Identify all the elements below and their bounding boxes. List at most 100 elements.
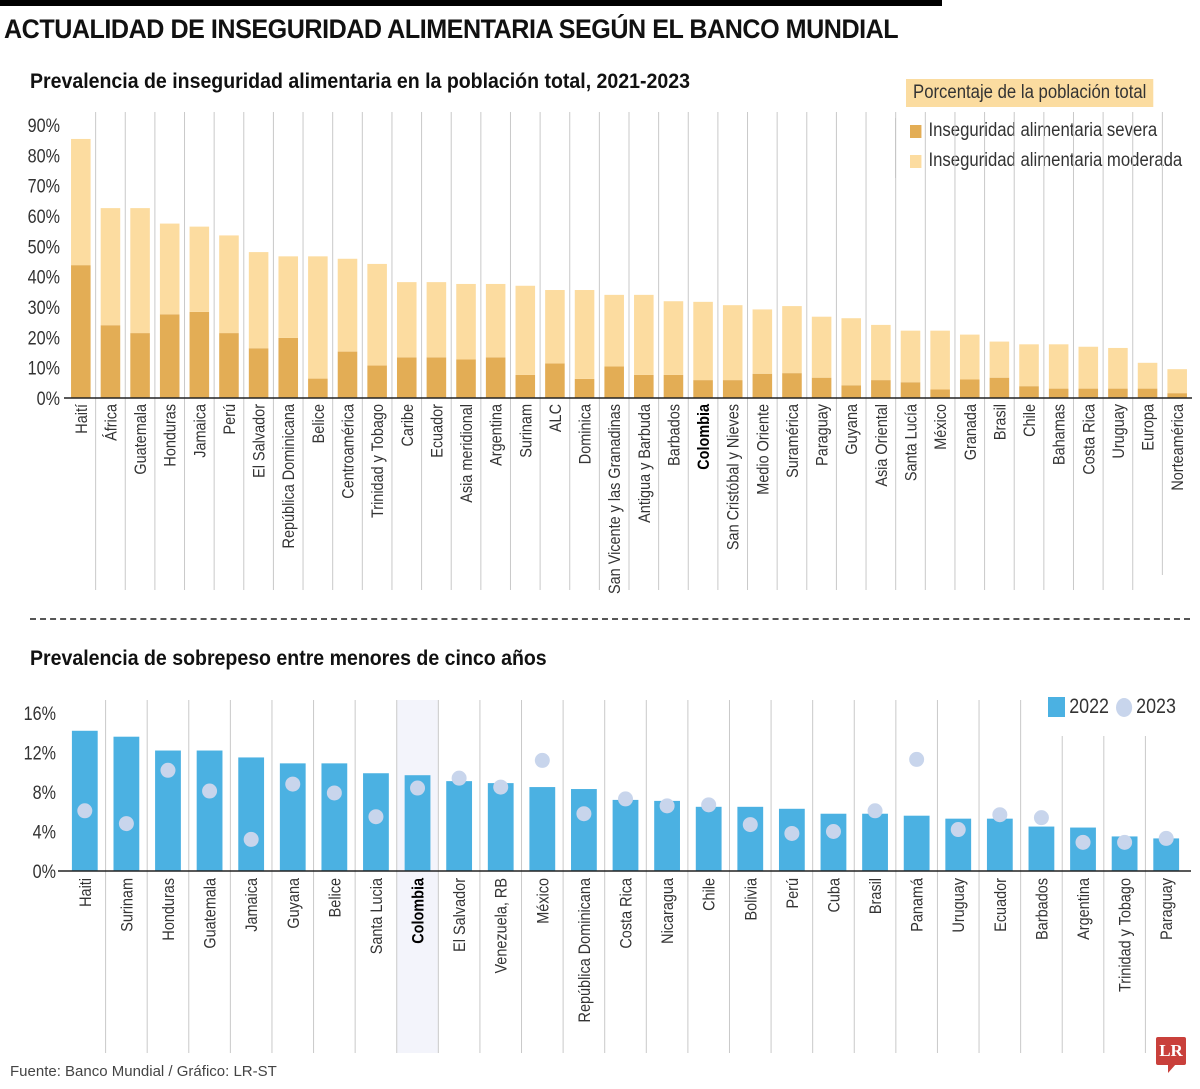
chart1-bar-moderate <box>456 283 476 360</box>
chart1-bar-severe <box>900 382 921 398</box>
chart2-xtick-label: Argentina <box>1075 878 1093 940</box>
chart1-bar-moderate <box>396 282 417 358</box>
chart1-bar-moderate <box>545 290 565 364</box>
chart1-xtick-label: Perú <box>221 404 239 435</box>
chart2-ytick-label: 8% <box>33 782 57 804</box>
chart1-xtick-label: Argentina <box>488 404 506 466</box>
chart2-bar-2022 <box>737 806 764 871</box>
chart2-bar-2022 <box>238 757 265 871</box>
legend-swatch-severe <box>910 124 922 138</box>
chart1-xtick-label: Asia meridional <box>458 404 476 503</box>
chart1-bar-moderate <box>71 138 91 266</box>
chart1-bar-severe <box>515 374 536 398</box>
legend-label-moderate: Inseguridad alimentaria moderada <box>928 150 1183 171</box>
chart1-bar-moderate <box>634 294 654 375</box>
chart1-bar-moderate <box>693 301 713 381</box>
chart2-dot-2023 <box>1075 834 1091 850</box>
chart1-xtick-label: Paraguay <box>814 404 832 466</box>
chart1-xtick-label: San Cristóbal y Nieves <box>725 404 743 550</box>
chart2-bar-2022 <box>612 799 639 871</box>
chart1-bar-severe <box>426 357 447 398</box>
chart2-bar-2022 <box>903 815 930 871</box>
chart1-bar-severe <box>752 373 773 398</box>
chart1-bar-severe <box>574 378 595 398</box>
chart2-dot-2023 <box>909 751 925 767</box>
chart1-bar-moderate <box>930 330 950 390</box>
chart2-bar-2022 <box>986 818 1013 871</box>
chart1-bar-severe <box>1019 386 1039 398</box>
chart1-ytick-label: 0% <box>37 388 61 410</box>
chart1-bar-severe <box>1167 393 1187 398</box>
chart1-bar-moderate <box>278 256 299 338</box>
legend-swatch-2022 <box>1048 697 1065 717</box>
legend-swatch-moderate <box>910 154 922 168</box>
chart1-xtick-label: Guyana <box>843 404 861 455</box>
chart2-xtick-label: Perú <box>784 878 802 909</box>
chart2-bar-2022 <box>321 763 348 871</box>
section-divider <box>30 618 1190 620</box>
chart2-xtick-label: Uruguay <box>950 878 968 933</box>
chart1-xtick-label: Ecuador <box>428 404 446 458</box>
chart1-bar-moderate <box>130 208 150 334</box>
chart2-bar-2022 <box>820 813 847 871</box>
chart1-bar-severe <box>130 333 150 398</box>
chart2-dot-2023 <box>576 806 592 822</box>
source-note: Fuente: Banco Mundial / Gráfico: LR-ST <box>10 1063 277 1080</box>
chart1-xtick-label: Surinam <box>517 404 535 458</box>
chart1-ytick-label: 10% <box>28 357 61 379</box>
legend-label-2022: 2022 <box>1069 695 1109 718</box>
chart1-xtick-label: África <box>100 404 120 441</box>
chart1-bar-moderate <box>900 330 921 383</box>
chart1-ytick-label: 30% <box>28 297 61 319</box>
chart2-dot-2023 <box>451 770 467 786</box>
chart1-ytick-label: 50% <box>28 236 61 258</box>
chart1-xtick-label: Costa Rica <box>1080 404 1098 475</box>
chart1-bar-moderate <box>1167 369 1187 394</box>
chart2-bar-2022 <box>113 736 140 871</box>
chart1-bar-severe <box>634 374 654 398</box>
chart1-ytick-label: 20% <box>28 327 61 349</box>
chart1-bar-moderate <box>219 235 239 334</box>
chart1-bar-moderate <box>1108 347 1128 389</box>
chart1-title: Prevalencia de inseguridad alimentaria e… <box>30 70 690 93</box>
chart2-dot-2023 <box>77 803 93 819</box>
legend-item-severe: Inseguridad alimentaria severa <box>910 120 1157 142</box>
chart2-xtick-label: Cuba <box>825 878 843 913</box>
chart2-xtick-label: El Salvador <box>451 878 469 952</box>
chart2-dot-2023 <box>618 791 633 807</box>
chart1-xtick-label: Chile <box>1021 404 1039 437</box>
chart1-bar-moderate <box>159 223 180 315</box>
chart1-bar-severe <box>71 265 91 398</box>
chart1-xtick-label: Belice <box>310 404 328 444</box>
chart2-xtick-label: Brasil <box>867 878 885 914</box>
chart1-bar-moderate <box>189 226 210 312</box>
chart1-xtick-label: Norteamérica <box>1169 404 1187 491</box>
chart1-xtick-label: Haití <box>73 403 91 433</box>
chart2-bar-2022 <box>71 730 98 871</box>
chart2-xtick-label: México <box>534 878 552 924</box>
chart1-bar-severe <box>485 357 506 398</box>
chart1-xtick-label: Bahamas <box>1051 404 1069 465</box>
chart2-dot-2023 <box>659 798 675 814</box>
chart2-dot-2023 <box>202 783 218 799</box>
chart1-bar-severe <box>871 380 891 398</box>
chart1-bar-moderate <box>308 256 328 379</box>
chart1-bar-severe <box>604 366 624 398</box>
chart2-dot-2023 <box>160 762 176 778</box>
legend-dot-2023 <box>1115 697 1132 717</box>
chart2-highlight-column <box>396 700 439 1053</box>
chart1-ytick-label: 40% <box>28 266 61 288</box>
chart2-xtick-label: Guyana <box>285 878 303 929</box>
chart1-ytick-label: 70% <box>28 175 61 197</box>
chart2-xtick-label-highlight: Colombia <box>410 878 428 944</box>
chart2-dot-2023 <box>950 822 966 838</box>
chart2-xtick-label: Nicaragua <box>659 878 677 944</box>
chart1-bar-severe <box>159 314 180 398</box>
chart1-legend-title: Porcentaje de la población total <box>906 79 1154 107</box>
chart1-ytick-label: 80% <box>28 145 61 167</box>
chart1-bar-moderate <box>752 309 773 374</box>
chart1-bar-severe <box>248 348 269 398</box>
chart1-bar-moderate <box>574 290 595 379</box>
chart1-bar-moderate <box>959 334 980 380</box>
chart2-ytick-label: 0% <box>33 861 57 883</box>
